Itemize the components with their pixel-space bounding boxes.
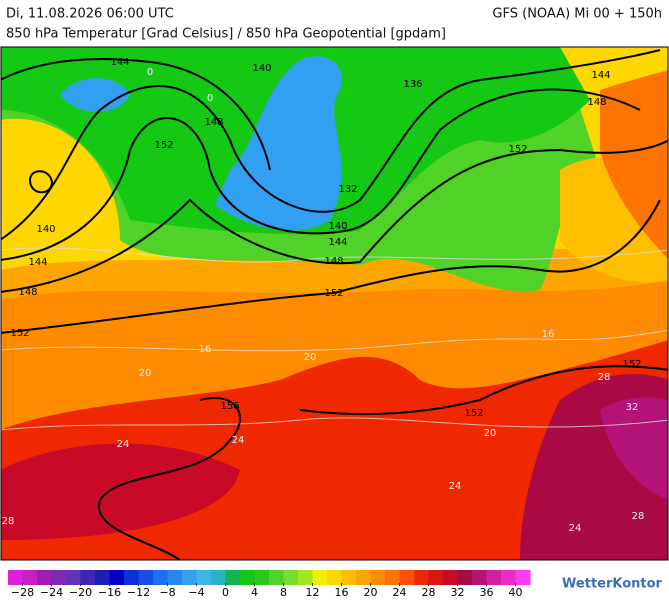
isohypse-label: 132 — [338, 184, 357, 195]
colorbar-tick-label: −24 — [40, 586, 63, 599]
colorbar-tick-label: 8 — [280, 586, 287, 599]
colorbar: −28 −24 −20 −16 −12 −8 −4 0 4 8 12 16 20 24 28 32 36 40 — [8, 570, 531, 599]
colorbar-swatch — [341, 570, 357, 585]
map-frame — [0, 46, 669, 561]
brand: WetterKontor — [562, 577, 663, 592]
model-run: GFS (NOAA) Mi 00 + 150h — [492, 7, 662, 22]
isohypse-label: 148 — [204, 117, 223, 128]
colorbar-tick-label: 40 — [509, 586, 523, 599]
isotherm-label: 24 — [569, 523, 582, 534]
subtitle: 850 hPa Temperatur [Grad Celsius] / 850 … — [6, 27, 446, 42]
colorbar-tick-label: 16 — [335, 586, 349, 599]
isohypse-label: 152 — [622, 359, 641, 370]
colorbar-swatch — [443, 570, 458, 585]
colorbar-swatch — [457, 570, 473, 585]
colorbar-swatch — [501, 570, 516, 585]
isotherm-label: 0 — [207, 93, 213, 104]
colorbar-swatch — [385, 570, 400, 585]
colorbar-tick-label: −12 — [127, 586, 150, 599]
isotherm-label: 20 — [304, 352, 317, 363]
datetime: Di, 11.08.2026 06:00 UTC — [6, 7, 174, 22]
map — [1, 47, 668, 560]
colorbar-swatch — [472, 570, 487, 585]
colorbar-swatch — [327, 570, 342, 585]
colorbar-tick-label: −28 — [11, 586, 34, 599]
colorbar-swatch — [414, 570, 429, 585]
isotherm-label: 28 — [632, 511, 645, 522]
colorbar-tick-label: 24 — [393, 586, 407, 599]
colorbar-swatch — [182, 570, 197, 585]
colorbar-swatch — [66, 570, 81, 585]
colorbar-tick-label: −20 — [69, 586, 92, 599]
colorbar-swatch — [95, 570, 110, 585]
colorbar-swatch — [240, 570, 255, 585]
colorbar-swatch — [80, 570, 96, 585]
colorbar-swatch — [298, 570, 313, 585]
isohypse-label: 152 — [10, 328, 29, 339]
colorbar-tick-label: 0 — [222, 586, 229, 599]
isotherm-label: 24 — [449, 481, 462, 492]
isohypse-label: 144 — [28, 257, 47, 268]
colorbar-swatch — [138, 570, 154, 585]
colorbar-tick-label: 32 — [451, 586, 465, 599]
colorbar-swatch — [428, 570, 444, 585]
colorbar-tick-label: −8 — [159, 586, 175, 599]
colorbar-swatch — [399, 570, 415, 585]
colorbar-swatch — [8, 570, 23, 585]
colorbar-tick-label: 28 — [422, 586, 436, 599]
isotherm-label: 20 — [139, 368, 152, 379]
isohypse-label: 156 — [220, 401, 239, 412]
isotherm-label: 16 — [542, 329, 555, 340]
isohypse-label: 152 — [508, 144, 527, 155]
isotherm-label: 0 — [147, 67, 153, 78]
isohypse-label: 148 — [324, 256, 343, 267]
colorbar-tick-label: −16 — [98, 586, 121, 599]
colorbar-swatch — [167, 570, 183, 585]
colorbar-swatch — [196, 570, 212, 585]
isotherm-label: 24 — [117, 439, 130, 450]
isohypse-label: 144 — [328, 237, 347, 248]
isohypse-label: 136 — [403, 79, 422, 90]
isohypse-label: 144 — [591, 70, 610, 81]
isotherm-label: 32 — [626, 402, 639, 413]
colorbar-swatch — [283, 570, 299, 585]
isohypse-label: 148 — [18, 287, 37, 298]
colorbar-swatch — [37, 570, 52, 585]
colorbar-swatch — [356, 570, 371, 585]
colorbar-swatch — [312, 570, 328, 585]
isohypse-label: 140 — [252, 63, 271, 74]
colorbar-tick-label: 12 — [306, 586, 320, 599]
colorbar-tick-label: −4 — [188, 586, 204, 599]
isohypse-label: 140 — [36, 224, 55, 235]
isotherm-label: 16 — [199, 344, 212, 355]
colorbar-swatch — [515, 570, 531, 585]
colorbar-swatch — [225, 570, 241, 585]
isotherm-label: 28 — [2, 516, 15, 527]
colorbar-swatch — [254, 570, 270, 585]
isohypse-label: 152 — [154, 140, 173, 151]
colorbar-swatch — [124, 570, 139, 585]
colorbar-swatch — [51, 570, 67, 585]
isotherm-label: 28 — [598, 372, 611, 383]
isotherm-label: 24 — [232, 435, 245, 446]
isohypse-label: 152 — [464, 408, 483, 419]
colorbar-tick-label: 20 — [364, 586, 378, 599]
colorbar-tick-label: 36 — [480, 586, 494, 599]
colorbar-tick-label: 4 — [251, 586, 258, 599]
colorbar-swatch — [370, 570, 386, 585]
colorbar-swatch — [211, 570, 226, 585]
isohypse-label: 148 — [587, 97, 606, 108]
colorbar-swatch — [269, 570, 284, 585]
colorbar-swatch — [22, 570, 38, 585]
isohypse-label: 144 — [110, 57, 129, 68]
isohypse-label: 140 — [328, 221, 347, 232]
isotherm-label: 20 — [484, 428, 497, 439]
colorbar-swatch — [486, 570, 502, 585]
colorbar-swatch — [153, 570, 168, 585]
isohypse-label: 152 — [324, 288, 343, 299]
colorbar-swatch — [109, 570, 125, 585]
